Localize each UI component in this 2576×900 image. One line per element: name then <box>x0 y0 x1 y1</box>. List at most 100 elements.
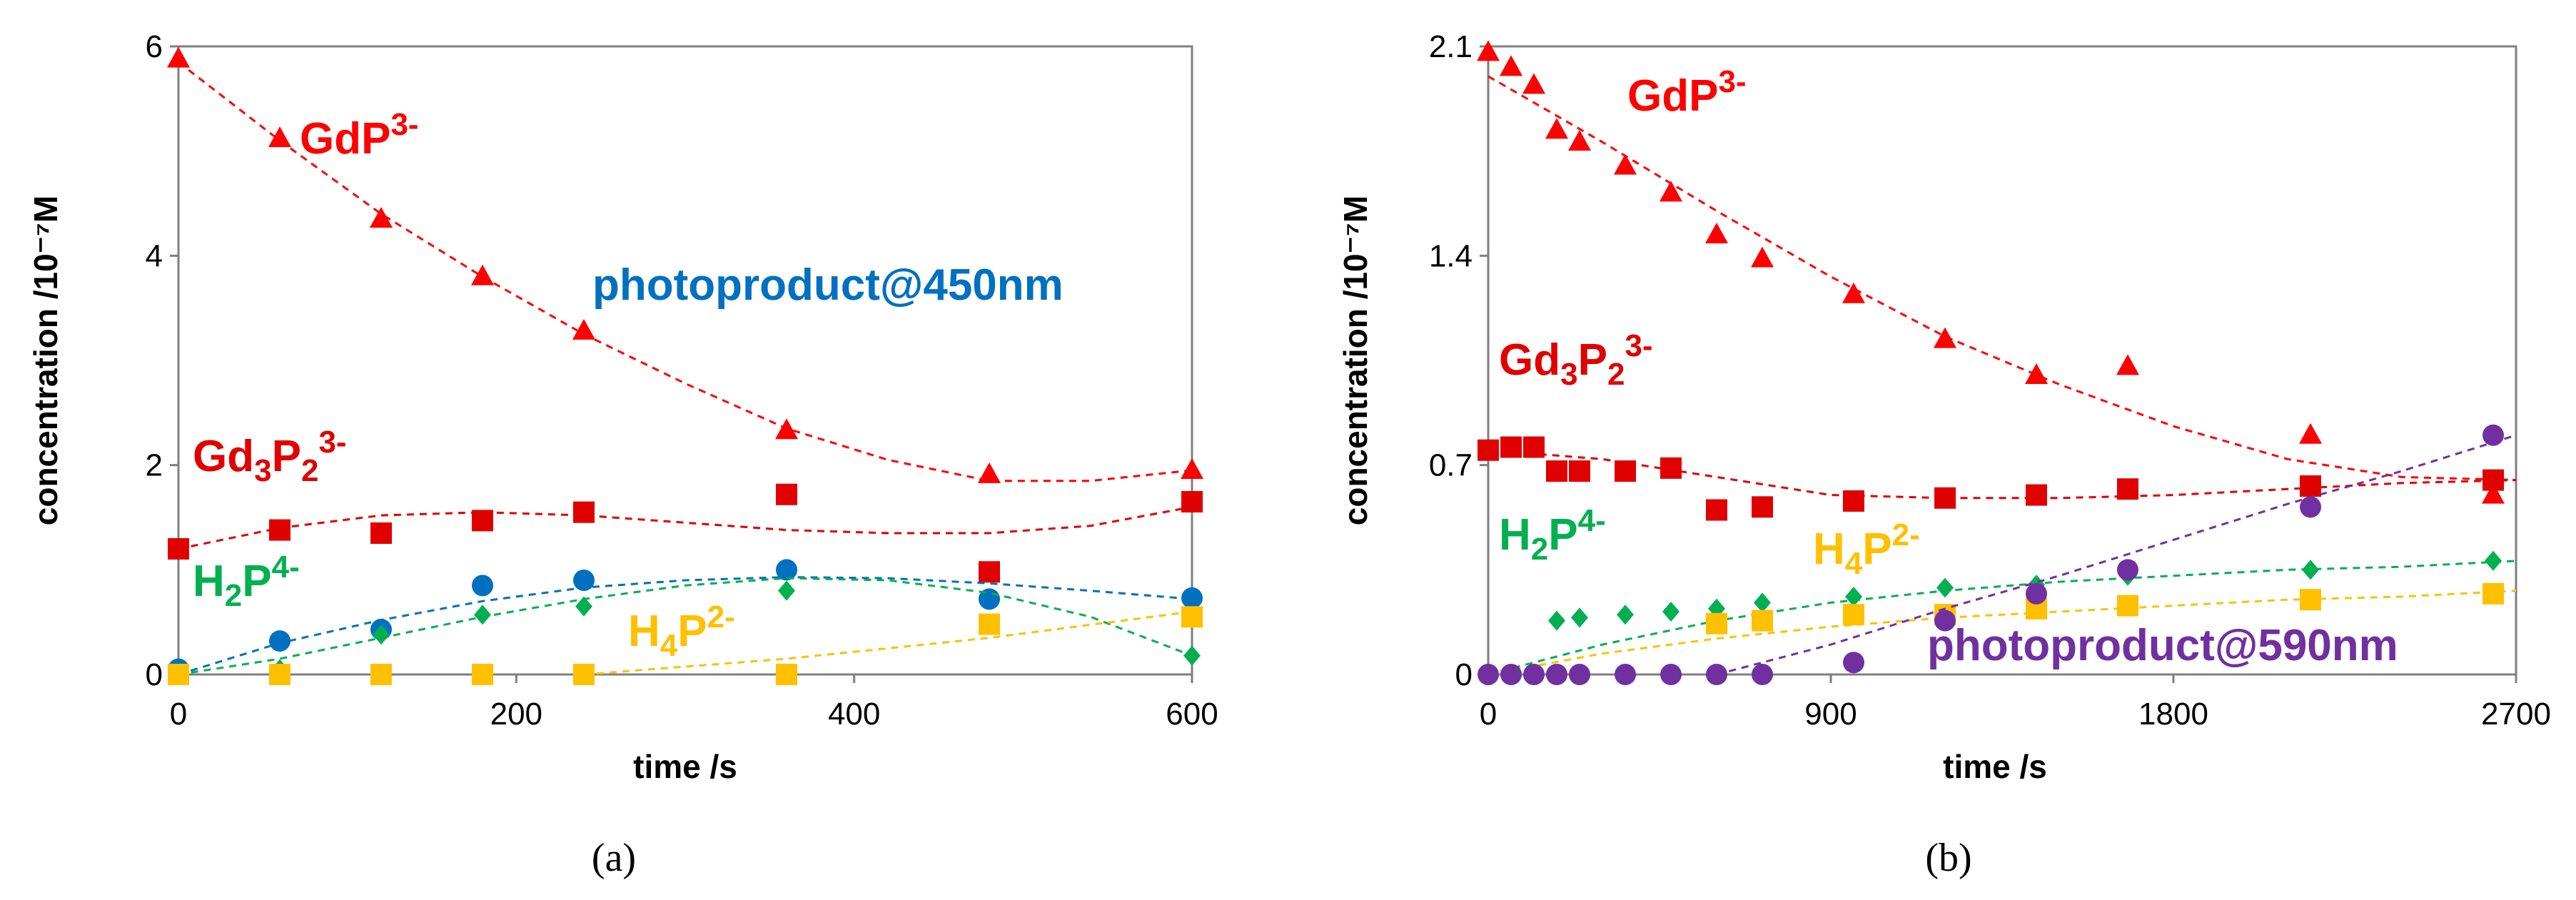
x-tick-label: 2700 <box>2481 697 2551 732</box>
data-point <box>1843 604 1864 626</box>
data-point <box>2302 560 2319 580</box>
data-point <box>168 538 189 560</box>
chart-panel-a: 0 2 4 6 0 200 400 600 time /s concentration /10⁻⁷… <box>27 29 1218 880</box>
trend-line <box>1487 449 2517 500</box>
y-tick-label: 6 <box>146 29 163 64</box>
data-point <box>2299 423 2322 444</box>
data-point <box>1500 436 1522 458</box>
data-point <box>269 519 291 541</box>
data-point <box>1752 610 1773 632</box>
data-point <box>472 575 493 597</box>
data-point <box>1478 664 1499 685</box>
data-point <box>1617 605 1634 625</box>
data-point <box>1568 130 1591 151</box>
x-tick-label: 0 <box>170 697 187 732</box>
data-point <box>1706 499 1727 521</box>
data-point <box>2026 484 2047 506</box>
data-point <box>2300 496 2321 518</box>
data-point <box>1546 460 1567 482</box>
data-point <box>573 501 595 523</box>
x-tick-label: 900 <box>1804 697 1857 732</box>
data-point <box>776 559 797 581</box>
chart-panel-b: 0 0.7 1.4 2.1 0 900 1800 2700 time /s concentrati… <box>1337 29 2551 880</box>
data-point <box>474 605 491 625</box>
x-tick-label: 0 <box>1480 697 1497 732</box>
data-point <box>1842 282 1865 303</box>
data-point <box>1569 460 1590 482</box>
data-point <box>1936 577 1954 598</box>
data-point <box>373 625 390 645</box>
data-point <box>2116 354 2139 375</box>
series-label: photoproduct@450nm <box>592 261 1064 310</box>
y-tick-label: 0 <box>1455 657 1473 692</box>
y-tick-label: 2.1 <box>1429 29 1473 64</box>
data-point <box>979 561 1000 583</box>
series-label: H2P4- <box>193 550 300 613</box>
data-point <box>1751 246 1774 268</box>
data-point <box>168 664 189 685</box>
data-point <box>1545 118 1568 139</box>
data-point <box>472 510 493 532</box>
y-tick-label: 1.4 <box>1429 238 1473 273</box>
data-point <box>1660 181 1682 202</box>
series-Gd3P23-: Gd3P23- <box>1478 328 2517 521</box>
trend-line <box>1487 590 2517 676</box>
series-label: H2P4- <box>1499 503 1606 567</box>
y-tick-label: 0 <box>146 657 163 692</box>
data-point <box>268 126 291 148</box>
data-point <box>1662 602 1680 622</box>
data-point <box>778 580 795 601</box>
series-label: H4P2- <box>1813 517 1920 581</box>
data-point <box>471 264 494 285</box>
x-tick-label: 400 <box>828 697 880 732</box>
series-label: GdP3- <box>1627 64 1747 121</box>
data-point <box>2482 582 2504 605</box>
data-point <box>2117 559 2138 581</box>
x-axis-label: time /s <box>633 748 737 785</box>
data-point <box>2482 482 2505 504</box>
data-point <box>573 664 595 685</box>
data-point <box>1181 491 1203 512</box>
data-point <box>1934 610 1956 632</box>
data-point <box>1523 664 1545 685</box>
x-tick-label: 1800 <box>2138 697 2208 732</box>
data-point <box>2482 424 2504 446</box>
data-point <box>269 664 291 685</box>
panel-label: (b) <box>1925 836 1971 880</box>
data-point <box>776 483 797 505</box>
data-point <box>1660 664 1682 685</box>
y-tick-label: 0.7 <box>1429 448 1473 483</box>
data-point <box>1181 587 1203 609</box>
series-GdP3-: GdP3- <box>1477 40 2517 504</box>
trend-line <box>178 505 1193 550</box>
data-point <box>472 664 493 685</box>
data-point <box>2025 363 2048 384</box>
plot-frame <box>1487 45 2517 676</box>
data-point <box>776 664 797 685</box>
data-point <box>167 46 190 68</box>
data-point <box>1752 664 1773 685</box>
trend-line <box>178 577 1193 676</box>
data-point <box>979 613 1000 635</box>
data-point <box>1477 40 1500 61</box>
data-point <box>1934 327 1956 348</box>
data-point <box>1660 457 1682 479</box>
data-point <box>1934 487 1956 509</box>
data-point <box>2485 550 2502 571</box>
trend-line <box>1716 434 2517 676</box>
data-point <box>370 207 393 228</box>
data-point <box>1706 612 1727 634</box>
data-point <box>2117 595 2138 617</box>
data-point <box>1569 664 1590 685</box>
series-label: Gd3P23- <box>193 425 347 488</box>
data-point <box>2482 469 2504 491</box>
series-label: GdP3- <box>300 107 419 163</box>
data-point <box>1705 223 1728 243</box>
x-tick-label: 200 <box>490 697 542 732</box>
data-point <box>1615 460 1636 482</box>
y-axis-label: concentration /10⁻⁷M <box>27 196 64 525</box>
data-point <box>1522 73 1545 94</box>
data-point <box>1754 592 1771 613</box>
series-label: photoproduct@590nm <box>1927 621 2398 670</box>
